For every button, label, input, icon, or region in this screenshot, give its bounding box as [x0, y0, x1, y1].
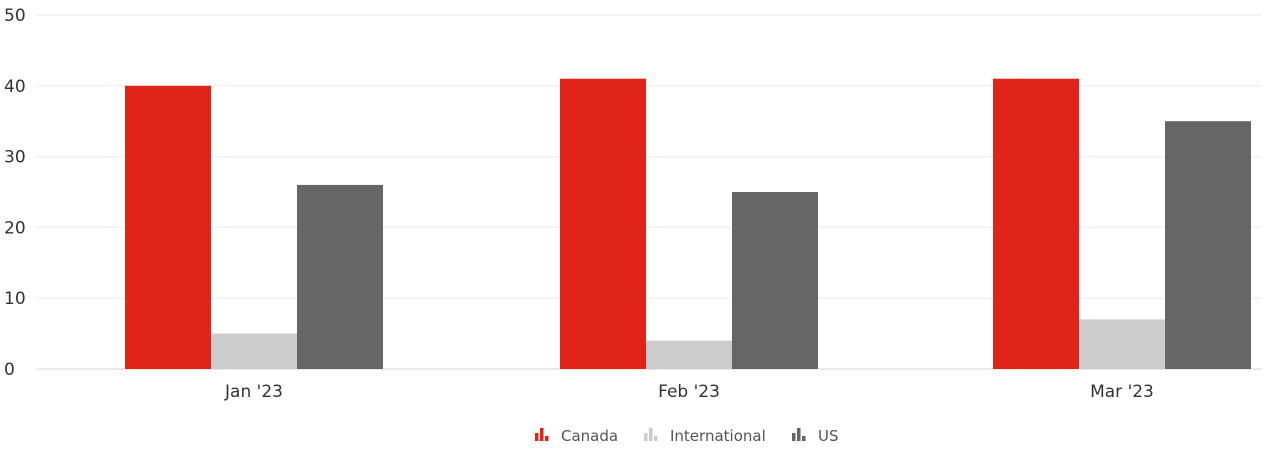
bar-international-mar-23[interactable]	[1079, 319, 1165, 369]
bar-canada-jan-23[interactable]	[125, 85, 211, 370]
legend-item-international[interactable]: International	[644, 427, 766, 445]
legend-item-canada[interactable]: Canada	[535, 427, 618, 445]
y-tick-label: 30	[4, 148, 26, 168]
bar-international-jan-23[interactable]	[211, 333, 297, 369]
bar-us-jan-23[interactable]	[297, 184, 383, 369]
legend-label: US	[818, 427, 839, 445]
bar-us-feb-23[interactable]	[732, 192, 818, 369]
bar-chart-icon	[792, 428, 806, 441]
bar-chart-icon	[535, 428, 549, 441]
bar-canada-mar-23[interactable]	[993, 78, 1079, 369]
x-tick-label: Feb '23	[658, 382, 720, 402]
legend-label: Canada	[561, 427, 618, 445]
y-tick-label: 50	[4, 6, 26, 26]
x-tick-label: Jan '23	[224, 382, 283, 402]
legend: Canada International US	[535, 427, 839, 445]
bar-us-mar-23[interactable]	[1165, 121, 1251, 369]
legend-label: International	[670, 427, 766, 445]
y-tick-label: 0	[4, 360, 15, 380]
bar-chart-icon	[644, 428, 658, 441]
legend-item-us[interactable]: US	[792, 427, 839, 445]
y-tick-label: 40	[4, 77, 26, 97]
bar-canada-feb-23[interactable]	[560, 78, 646, 369]
bars	[125, 78, 1251, 370]
bar-international-feb-23[interactable]	[646, 340, 732, 369]
y-tick-label: 10	[4, 289, 26, 309]
y-tick-label: 20	[4, 218, 26, 238]
y-axis-ticks: 0 10 20 30 40 50	[4, 6, 26, 380]
x-tick-label: Mar '23	[1090, 382, 1154, 402]
x-axis-ticks: Jan '23 Feb '23 Mar '23	[224, 382, 1154, 402]
